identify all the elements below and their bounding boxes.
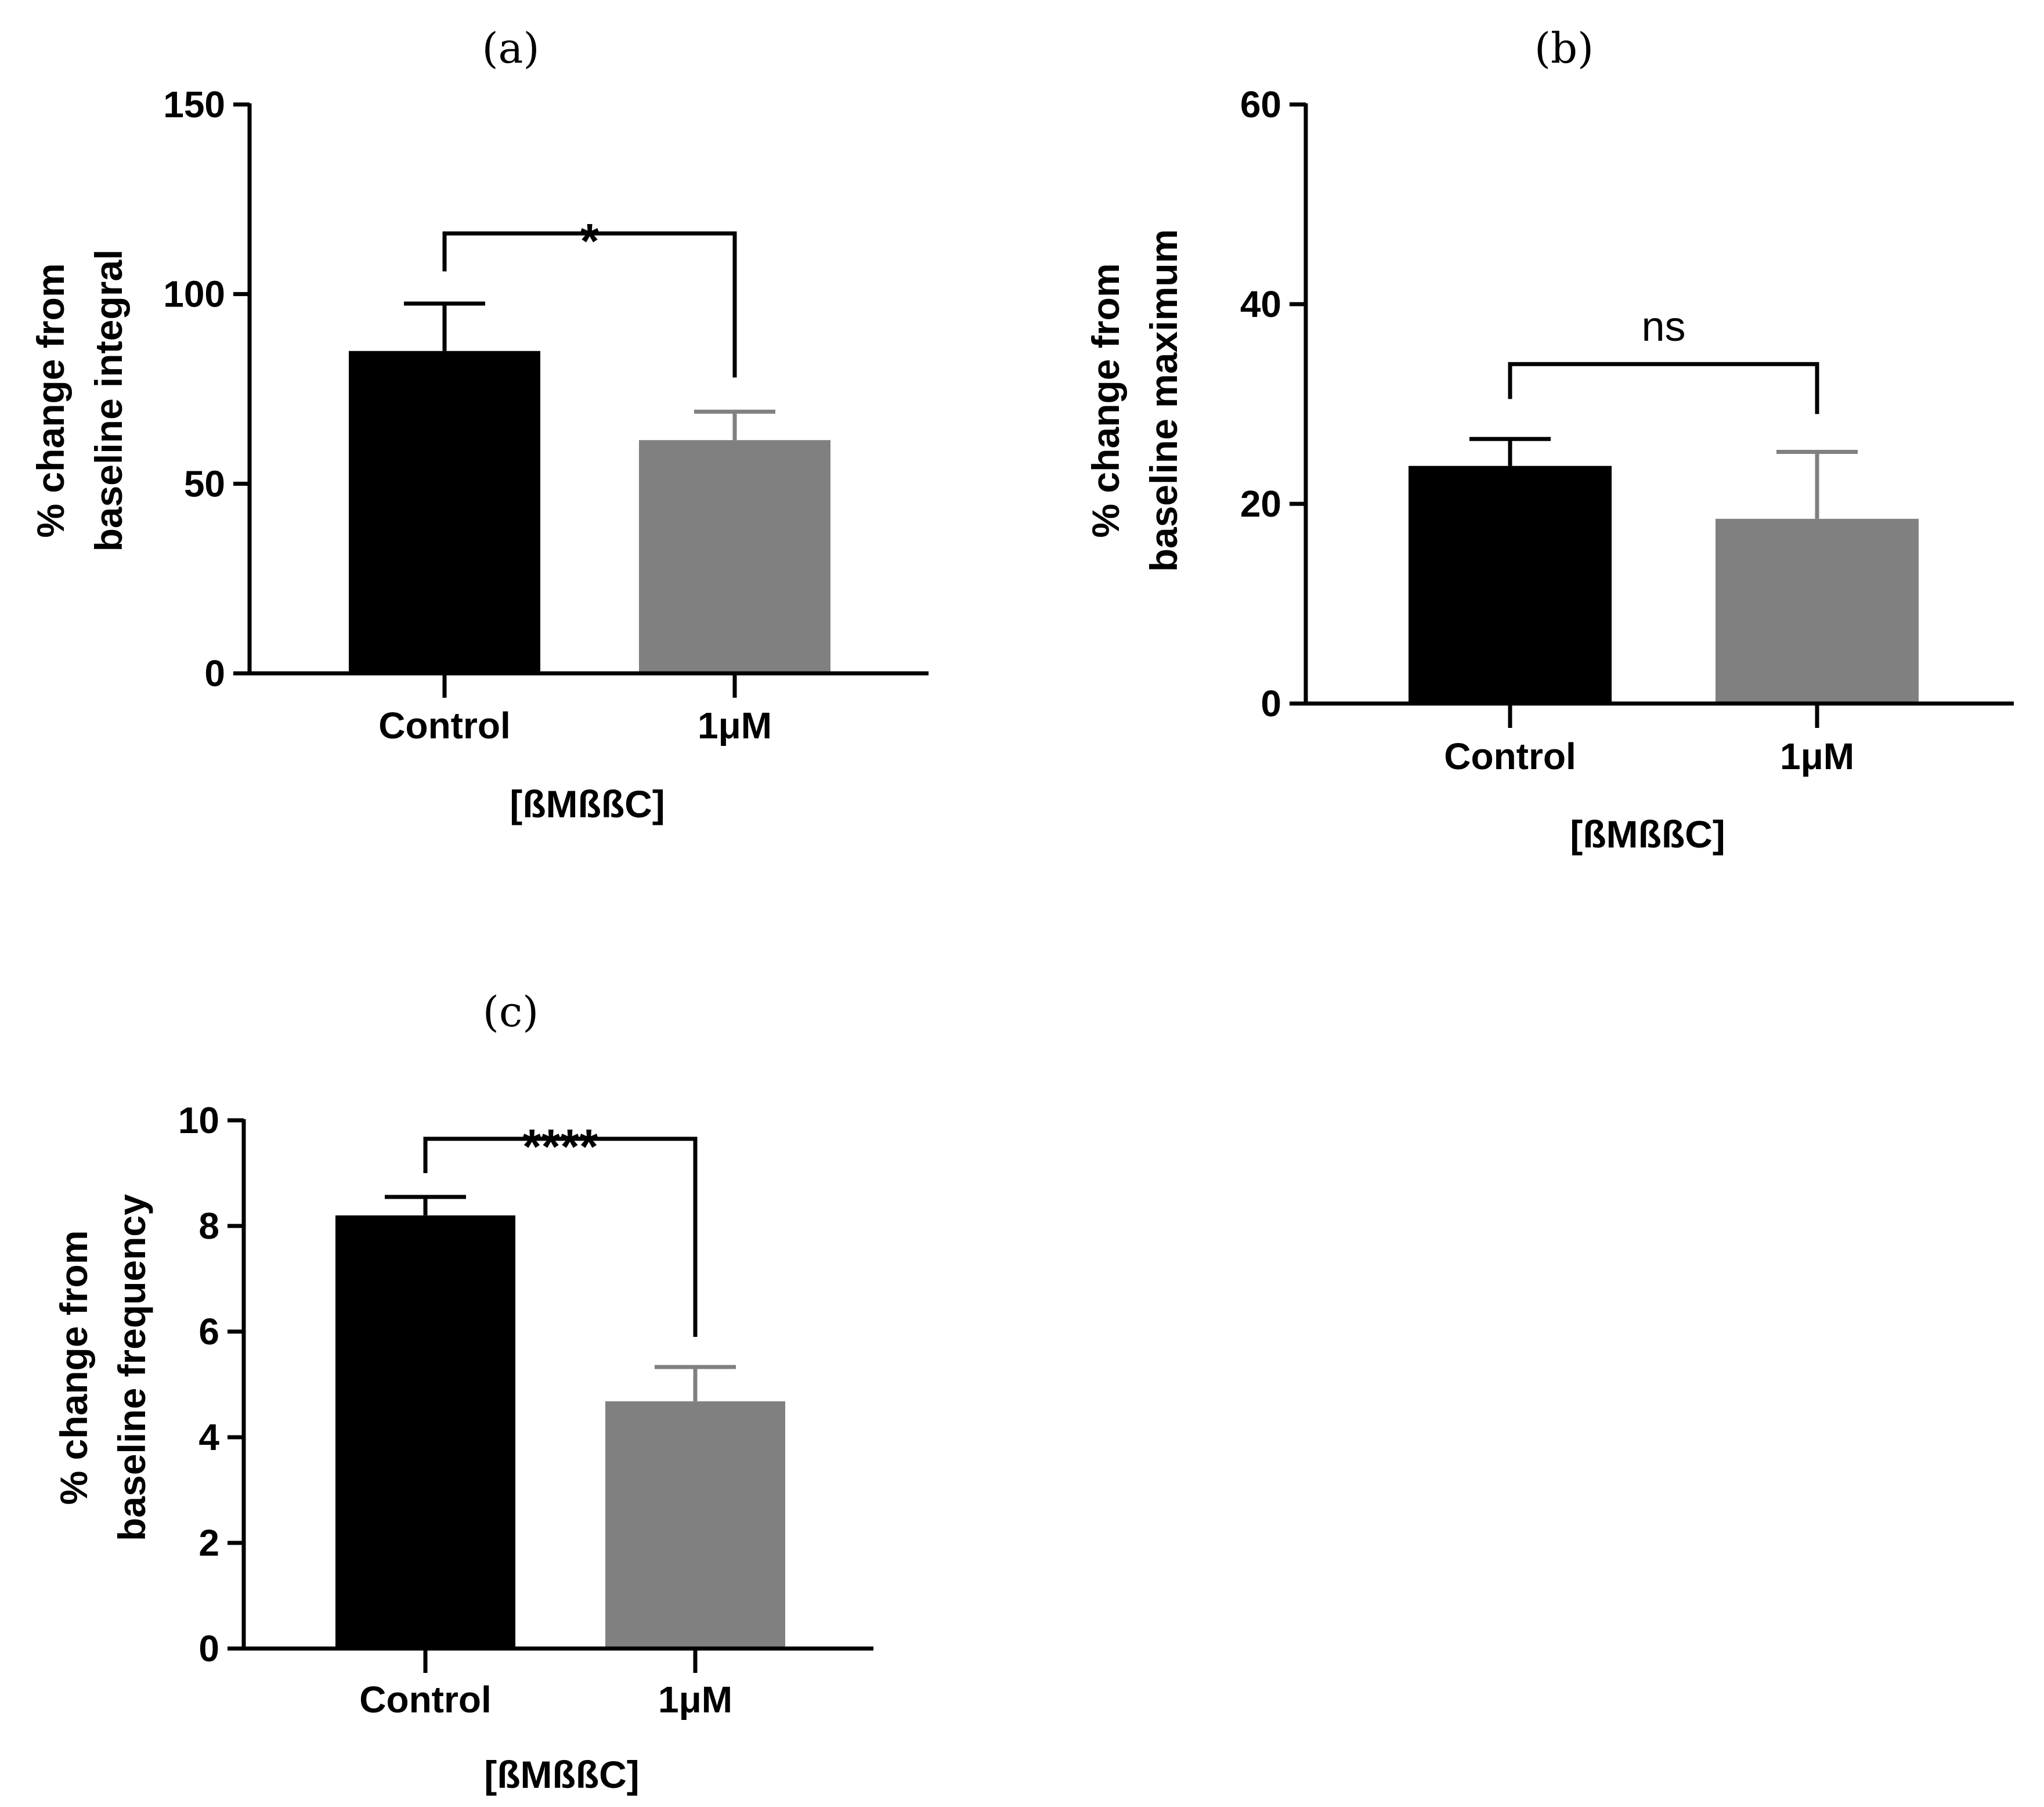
chart-panel-c: (c) % change from baseline frequency [ßM…	[52, 987, 873, 1796]
y-tick-label: 150	[163, 84, 225, 125]
bar-control	[1409, 466, 1612, 704]
y-axis-title-line-2: baseline maximum	[1142, 229, 1185, 572]
y-tick-label: 60	[1240, 84, 1281, 125]
significance-label: *	[580, 214, 600, 268]
significance-bracket	[1508, 362, 1819, 414]
y-tick-label: 8	[198, 1205, 219, 1247]
y-axis-title: % change from baseline maximum	[1084, 229, 1185, 572]
chart-panel-b: (b) % change from baseline maximum [ßMßß…	[1084, 24, 2014, 856]
y-axis-title: % change from baseline frequency	[52, 1194, 153, 1541]
y-axis-title-line-1: % change from	[1084, 263, 1127, 538]
y-axis-title-line-1: % change from	[29, 263, 72, 538]
y-tick-label: 0	[1261, 683, 1281, 724]
x-tick-label: Control	[359, 1679, 492, 1721]
y-axis-title: % change from baseline integral	[29, 250, 130, 552]
y-tick-label: 100	[163, 273, 225, 315]
y-tick-label: 10	[178, 1099, 219, 1141]
y-axis-title-line-2: baseline frequency	[110, 1194, 153, 1541]
y-tick-label: 40	[1240, 283, 1281, 325]
bar-1μm	[1716, 518, 1919, 704]
y-tick-label: 2	[198, 1522, 219, 1564]
y-tick-label: 4	[198, 1416, 219, 1458]
y-axis-title-line-2: baseline integral	[87, 250, 130, 552]
panel-label: (c)	[483, 987, 539, 1036]
y-tick-label: 0	[204, 652, 225, 694]
x-axis-title: [ßMßßC]	[510, 782, 665, 825]
x-tick-label: 1μM	[658, 1679, 732, 1721]
x-axis-title: [ßMßßC]	[1570, 813, 1725, 856]
y-axis-title-line-1: % change from	[52, 1230, 95, 1505]
y-tick-label: 0	[198, 1628, 219, 1669]
x-axis-title: [ßMßßC]	[484, 1753, 640, 1796]
y-tick-label: 50	[184, 463, 225, 504]
x-tick-label: Control	[1444, 735, 1576, 777]
x-tick-label: 1μM	[1780, 735, 1854, 777]
panel-label: (b)	[1534, 24, 1594, 73]
y-tick-label: 6	[198, 1311, 219, 1352]
bar-control	[335, 1215, 515, 1649]
significance-label: ns	[1641, 304, 1685, 350]
significance-label: ****	[522, 1119, 598, 1174]
bar-control	[349, 351, 540, 673]
bar-1μm	[639, 440, 830, 673]
significance-bracket	[442, 231, 737, 378]
x-tick-label: 1μM	[698, 705, 772, 746]
chart-panel-a: (a) % change from baseline integral [ßMß…	[29, 24, 929, 825]
x-tick-label: Control	[378, 705, 511, 746]
significance-bracket	[423, 1137, 698, 1337]
panel-label: (a)	[482, 24, 539, 73]
bar-1μm	[605, 1401, 785, 1649]
y-tick-label: 20	[1240, 483, 1281, 525]
